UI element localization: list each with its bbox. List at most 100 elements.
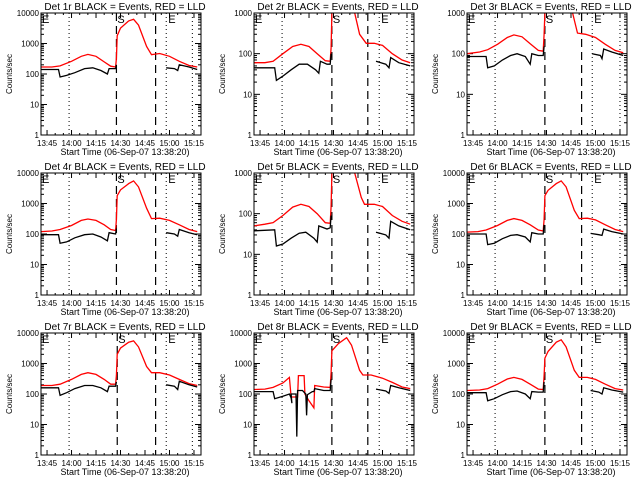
plot-frame — [466, 172, 628, 296]
x-tick-label: 14:30 — [323, 459, 344, 468]
x-tick-label: 13:45 — [37, 299, 58, 308]
y-tick-label: 1000 — [447, 360, 465, 369]
y-tick-label: 10 — [456, 261, 465, 270]
marker-e-label: E — [381, 334, 388, 346]
marker-s-label: S — [333, 174, 340, 186]
y-tick-label: 1 — [461, 131, 466, 140]
series-line-lld — [254, 336, 411, 410]
marker-s-label: S — [117, 14, 124, 26]
x-tick-label: 15:00 — [372, 139, 393, 148]
y-axis-label: Counts/sec — [431, 54, 440, 94]
x-tick-label: 14:00 — [488, 299, 509, 308]
x-tick-label: 14:45 — [135, 299, 156, 308]
x-tick-label: 15:15 — [610, 459, 631, 468]
y-tick-label: 100 — [239, 390, 253, 399]
x-tick-label: 14:45 — [561, 459, 582, 468]
x-tick-label: 15:00 — [159, 459, 180, 468]
y-axis-label: Counts/sec — [218, 214, 227, 254]
y-tick-label: 1000 — [447, 9, 465, 18]
marker-s-label: S — [333, 334, 340, 346]
series-line-events — [467, 381, 624, 402]
y-tick-label: 100 — [452, 230, 466, 239]
y-axis-label: Counts/sec — [218, 54, 227, 94]
y-tick-label: 10000 — [17, 329, 40, 338]
x-tick-label: 14:00 — [275, 299, 296, 308]
series-line-events — [254, 215, 411, 247]
x-tick-label: 15:15 — [397, 139, 418, 148]
chart-panel-7: Det 7r BLACK = Events, RED = LLD Counts/s… — [5, 322, 206, 477]
x-tick-label: 14:30 — [110, 299, 131, 308]
x-tick-label: 14:30 — [323, 299, 344, 308]
y-tick-label: 100 — [26, 230, 40, 239]
x-axis-label: Start Time (06-Sep-07 13:38:20) — [273, 307, 402, 317]
x-tick-label: 15:15 — [184, 139, 205, 148]
chart-title: Det 2r BLACK = Events, RED = LLD — [257, 2, 418, 13]
x-tick-label: 13:45 — [250, 299, 271, 308]
x-tick-label: 14:45 — [348, 459, 369, 468]
x-tick-label: 14:45 — [135, 139, 156, 148]
x-tick-label: 13:45 — [250, 459, 271, 468]
series-group — [41, 18, 198, 78]
marker-e-label: E — [168, 14, 175, 26]
x-tick-label: 14:00 — [275, 139, 296, 148]
series-line-lld — [41, 18, 198, 68]
x-tick-label: 14:15 — [512, 299, 533, 308]
y-tick-label: 100 — [26, 390, 40, 399]
chart-title: Det 3r BLACK = Events, RED = LLD — [470, 2, 631, 13]
x-tick-label: 13:45 — [37, 139, 58, 148]
x-tick-label: 15:00 — [372, 299, 393, 308]
y-tick-label: 100 — [26, 70, 40, 79]
chart-panel-8: Det 8r BLACK = Events, RED = LLD Counts/s… — [218, 322, 419, 477]
x-tick-label: 14:00 — [275, 459, 296, 468]
marker-e-label: E — [42, 174, 49, 186]
x-tick-label: 14:45 — [348, 299, 369, 308]
series-line-events — [41, 380, 198, 397]
y-tick-label: 10 — [243, 421, 252, 430]
x-axis-label: Start Time (06-Sep-07 13:38:20) — [273, 147, 402, 157]
x-tick-label: 15:00 — [372, 459, 393, 468]
series-group — [41, 340, 198, 397]
chart-panel-4: Det 4r BLACK = Events, RED = LLD Counts/s… — [5, 162, 206, 317]
x-tick-label: 15:15 — [184, 299, 205, 308]
x-tick-label: 14:45 — [561, 139, 582, 148]
x-tick-label: 14:45 — [348, 139, 369, 148]
y-axis-label: Counts/sec — [5, 54, 14, 94]
y-tick-label: 1 — [35, 291, 40, 300]
marker-e-label: E — [594, 334, 601, 346]
marker-e-label: E — [255, 14, 262, 26]
x-tick-label: 14:00 — [62, 299, 83, 308]
y-tick-label: 1000 — [447, 200, 465, 209]
x-tick-label: 14:15 — [299, 139, 320, 148]
marker-s-label: S — [546, 334, 553, 346]
x-tick-label: 15:00 — [159, 299, 180, 308]
chart-panel-6: Det 6r BLACK = Events, RED = LLD Counts/s… — [431, 162, 632, 317]
chart-panel-5: Det 5r BLACK = Events, RED = LLD Counts/s… — [218, 162, 419, 317]
chart-title: Det 4r BLACK = Events, RED = LLD — [44, 162, 205, 173]
y-tick-label: 1 — [461, 451, 466, 460]
series-group — [254, 13, 411, 82]
marker-e-label: E — [42, 334, 49, 346]
chart-title: Det 5r BLACK = Events, RED = LLD — [257, 162, 418, 173]
x-axis-label: Start Time (06-Sep-07 13:38:20) — [486, 307, 615, 317]
marker-e-label: E — [381, 14, 388, 26]
y-tick-label: 1000 — [234, 9, 252, 18]
x-axis-label: Start Time (06-Sep-07 13:38:20) — [60, 307, 189, 317]
series-group — [254, 173, 411, 247]
y-tick-label: 1 — [35, 451, 40, 460]
plot-frame — [253, 12, 415, 136]
series-group — [41, 180, 198, 244]
y-tick-label: 1 — [248, 291, 253, 300]
x-tick-label: 15:15 — [610, 139, 631, 148]
series-line-lld — [467, 338, 624, 392]
marker-e-label: E — [468, 14, 475, 26]
y-axis-label: Counts/sec — [5, 214, 14, 254]
marker-s-label: S — [546, 174, 553, 186]
marker-s-label: S — [117, 174, 124, 186]
series-line-events — [254, 53, 411, 82]
x-tick-label: 14:30 — [323, 139, 344, 148]
x-tick-label: 15:00 — [585, 459, 606, 468]
x-tick-label: 14:15 — [512, 139, 533, 148]
y-tick-label: 100 — [452, 390, 466, 399]
x-axis-label: Start Time (06-Sep-07 13:38:20) — [486, 467, 615, 477]
